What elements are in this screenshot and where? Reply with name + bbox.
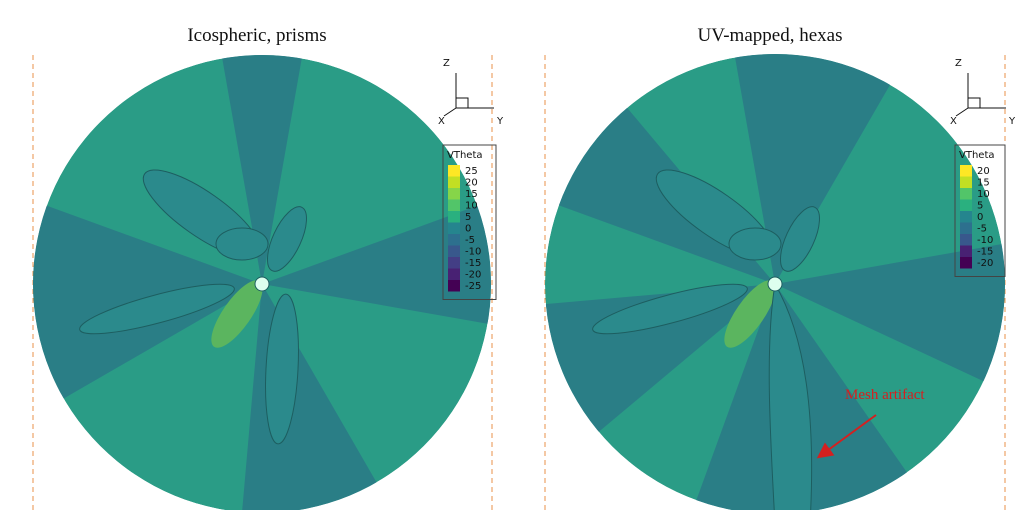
light-lobe [724,280,776,348]
legend-title: VTheta [959,150,995,161]
axis-label: X [950,116,957,127]
legend-label: -20 [977,258,993,269]
legend-swatch [448,257,460,269]
hub [254,276,270,292]
dark-sector [221,55,303,284]
axis-triad [955,73,1006,117]
legend-swatch [448,165,460,177]
axis-label: Z [955,58,962,69]
legend-label: 10 [977,189,990,200]
legend-swatch [960,234,972,246]
legend-label: 0 [465,224,471,235]
axis-label: X [438,116,445,127]
blade [728,227,782,261]
light-lobe [211,280,263,348]
legend-swatch [448,211,460,223]
blade [265,293,299,445]
legend-swatch [448,222,460,234]
dark-sector [262,203,491,325]
legend-swatch [448,234,460,246]
legend-swatch [960,211,972,223]
legend-swatch [960,176,972,188]
legend-box [442,144,497,300]
legend-swatch [448,245,460,257]
legend-label: -10 [977,235,993,246]
legend-label: 0 [977,212,983,223]
legend-label: -5 [465,235,475,246]
legend-swatch [448,280,460,292]
legend-label: 5 [465,212,471,223]
legend-title: VTheta [447,150,483,161]
legend-label: -10 [465,247,481,258]
legend-label: -20 [465,270,481,281]
legend-swatch [960,257,972,269]
panel-title: Icospheric, prisms [187,25,326,46]
annotation-arrow [816,414,877,459]
legend-swatch [960,165,972,177]
blade [592,283,748,335]
legend-swatch [960,188,972,200]
legend-swatch [448,268,460,280]
legend-box [954,144,1006,277]
blade [215,227,269,261]
axis-label: Y [1008,116,1016,127]
legend-swatch [960,245,972,257]
legend-label: -5 [977,224,987,235]
blade [267,206,307,272]
hub [767,276,783,292]
blade [768,282,813,510]
legend-swatch [960,222,972,234]
field-view [545,54,1005,510]
legend-label: -25 [465,281,481,292]
legend-swatch [448,176,460,188]
legend-label: 20 [465,178,478,189]
blade [780,206,820,272]
legend-label: -15 [465,258,481,269]
legend-label: 25 [465,166,478,177]
blade [79,283,235,335]
axis-triad [443,73,494,117]
dark-sector [775,243,1005,384]
legend-swatch [448,199,460,211]
legend-label: 15 [465,189,478,200]
legend-label: 15 [977,178,990,189]
axis-label: Y [496,116,504,127]
panel-title: UV-mapped, hexas [698,25,843,46]
legend-swatch [960,199,972,211]
legend-label: 20 [977,166,990,177]
annotation: Mesh artifact [845,387,925,403]
legend-label: 5 [977,201,983,212]
axis-label: Z [443,58,450,69]
legend-label: 10 [465,201,478,212]
dark-sector [734,54,893,284]
field-view [33,55,491,510]
legend-label: -15 [977,247,993,258]
legend-swatch [448,188,460,200]
